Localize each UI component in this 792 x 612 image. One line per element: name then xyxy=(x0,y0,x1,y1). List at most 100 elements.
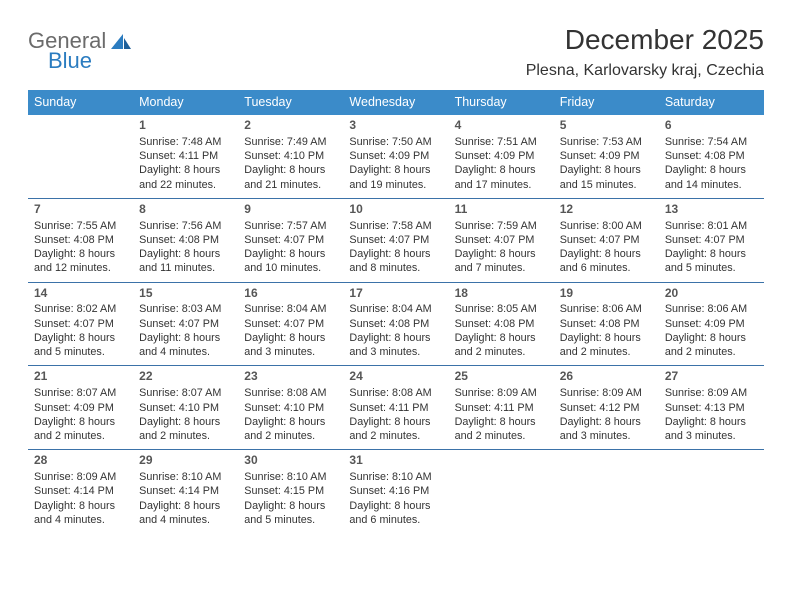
calendar-day-cell: 8Sunrise: 7:56 AMSunset: 4:08 PMDaylight… xyxy=(133,199,238,282)
weekday-label: Friday xyxy=(554,90,659,115)
calendar-week-row: 7Sunrise: 7:55 AMSunset: 4:08 PMDaylight… xyxy=(28,198,764,282)
sunset-text: Sunset: 4:10 PM xyxy=(244,401,337,415)
daylight-text: Daylight: 8 hours and 15 minutes. xyxy=(560,163,653,192)
daylight-text: Daylight: 8 hours and 3 minutes. xyxy=(349,331,442,360)
day-number: 31 xyxy=(349,453,442,469)
sunrise-text: Sunrise: 8:07 AM xyxy=(34,386,127,400)
sunrise-text: Sunrise: 7:59 AM xyxy=(455,219,548,233)
brand-word-2: Blue xyxy=(48,50,106,72)
sunrise-text: Sunrise: 7:56 AM xyxy=(139,219,232,233)
sunset-text: Sunset: 4:13 PM xyxy=(665,401,758,415)
calendar-day-cell: 26Sunrise: 8:09 AMSunset: 4:12 PMDayligh… xyxy=(554,366,659,449)
day-number: 13 xyxy=(665,202,758,218)
calendar-day-cell: 18Sunrise: 8:05 AMSunset: 4:08 PMDayligh… xyxy=(449,283,554,366)
daylight-text: Daylight: 8 hours and 3 minutes. xyxy=(244,331,337,360)
sunrise-text: Sunrise: 8:01 AM xyxy=(665,219,758,233)
sunset-text: Sunset: 4:16 PM xyxy=(349,484,442,498)
sunset-text: Sunset: 4:08 PM xyxy=(560,317,653,331)
calendar-day-cell: 30Sunrise: 8:10 AMSunset: 4:15 PMDayligh… xyxy=(238,450,343,533)
day-number: 26 xyxy=(560,369,653,385)
calendar-day-cell: 29Sunrise: 8:10 AMSunset: 4:14 PMDayligh… xyxy=(133,450,238,533)
day-number: 16 xyxy=(244,286,337,302)
sunrise-text: Sunrise: 8:08 AM xyxy=(349,386,442,400)
daylight-text: Daylight: 8 hours and 5 minutes. xyxy=(665,247,758,276)
sunset-text: Sunset: 4:08 PM xyxy=(34,233,127,247)
daylight-text: Daylight: 8 hours and 14 minutes. xyxy=(665,163,758,192)
daylight-text: Daylight: 8 hours and 2 minutes. xyxy=(455,415,548,444)
daylight-text: Daylight: 8 hours and 4 minutes. xyxy=(139,499,232,528)
calendar-day-cell xyxy=(554,450,659,533)
weekday-header: Sunday Monday Tuesday Wednesday Thursday… xyxy=(28,90,764,115)
calendar-day-cell xyxy=(449,450,554,533)
sunset-text: Sunset: 4:08 PM xyxy=(139,233,232,247)
daylight-text: Daylight: 8 hours and 2 minutes. xyxy=(244,415,337,444)
sunrise-text: Sunrise: 8:07 AM xyxy=(139,386,232,400)
calendar-week-row: 1Sunrise: 7:48 AMSunset: 4:11 PMDaylight… xyxy=(28,115,764,198)
daylight-text: Daylight: 8 hours and 2 minutes. xyxy=(34,415,127,444)
sunset-text: Sunset: 4:12 PM xyxy=(560,401,653,415)
day-number: 7 xyxy=(34,202,127,218)
day-number: 17 xyxy=(349,286,442,302)
day-number: 22 xyxy=(139,369,232,385)
calendar-day-cell: 31Sunrise: 8:10 AMSunset: 4:16 PMDayligh… xyxy=(343,450,448,533)
day-number: 9 xyxy=(244,202,337,218)
sunset-text: Sunset: 4:10 PM xyxy=(244,149,337,163)
day-number: 28 xyxy=(34,453,127,469)
daylight-text: Daylight: 8 hours and 4 minutes. xyxy=(139,331,232,360)
weekday-label: Monday xyxy=(133,90,238,115)
calendar-week-row: 14Sunrise: 8:02 AMSunset: 4:07 PMDayligh… xyxy=(28,282,764,366)
calendar-day-cell: 1Sunrise: 7:48 AMSunset: 4:11 PMDaylight… xyxy=(133,115,238,198)
sunset-text: Sunset: 4:08 PM xyxy=(349,317,442,331)
calendar-day-cell: 7Sunrise: 7:55 AMSunset: 4:08 PMDaylight… xyxy=(28,199,133,282)
sunrise-text: Sunrise: 8:09 AM xyxy=(455,386,548,400)
daylight-text: Daylight: 8 hours and 5 minutes. xyxy=(244,499,337,528)
sunset-text: Sunset: 4:07 PM xyxy=(139,317,232,331)
sunset-text: Sunset: 4:15 PM xyxy=(244,484,337,498)
daylight-text: Daylight: 8 hours and 6 minutes. xyxy=(349,499,442,528)
calendar-day-cell: 27Sunrise: 8:09 AMSunset: 4:13 PMDayligh… xyxy=(659,366,764,449)
calendar-day-cell: 23Sunrise: 8:08 AMSunset: 4:10 PMDayligh… xyxy=(238,366,343,449)
sunset-text: Sunset: 4:07 PM xyxy=(34,317,127,331)
calendar-day-cell: 24Sunrise: 8:08 AMSunset: 4:11 PMDayligh… xyxy=(343,366,448,449)
day-number: 19 xyxy=(560,286,653,302)
day-number: 14 xyxy=(34,286,127,302)
calendar-day-cell: 6Sunrise: 7:54 AMSunset: 4:08 PMDaylight… xyxy=(659,115,764,198)
calendar-grid: Sunday Monday Tuesday Wednesday Thursday… xyxy=(28,90,764,533)
sunset-text: Sunset: 4:07 PM xyxy=(455,233,548,247)
weekday-label: Saturday xyxy=(659,90,764,115)
day-number: 4 xyxy=(455,118,548,134)
day-number: 21 xyxy=(34,369,127,385)
weekday-label: Thursday xyxy=(449,90,554,115)
sunrise-text: Sunrise: 7:54 AM xyxy=(665,135,758,149)
day-number: 8 xyxy=(139,202,232,218)
day-number: 12 xyxy=(560,202,653,218)
sunrise-text: Sunrise: 7:50 AM xyxy=(349,135,442,149)
daylight-text: Daylight: 8 hours and 3 minutes. xyxy=(665,415,758,444)
sunrise-text: Sunrise: 8:02 AM xyxy=(34,302,127,316)
sunrise-text: Sunrise: 8:04 AM xyxy=(349,302,442,316)
calendar-day-cell: 20Sunrise: 8:06 AMSunset: 4:09 PMDayligh… xyxy=(659,283,764,366)
day-number: 10 xyxy=(349,202,442,218)
sunset-text: Sunset: 4:14 PM xyxy=(139,484,232,498)
weeks-container: 1Sunrise: 7:48 AMSunset: 4:11 PMDaylight… xyxy=(28,115,764,533)
calendar-day-cell: 11Sunrise: 7:59 AMSunset: 4:07 PMDayligh… xyxy=(449,199,554,282)
daylight-text: Daylight: 8 hours and 2 minutes. xyxy=(349,415,442,444)
day-number: 3 xyxy=(349,118,442,134)
sunset-text: Sunset: 4:08 PM xyxy=(665,149,758,163)
sunrise-text: Sunrise: 8:09 AM xyxy=(34,470,127,484)
day-number: 24 xyxy=(349,369,442,385)
sunrise-text: Sunrise: 8:10 AM xyxy=(139,470,232,484)
calendar-day-cell: 13Sunrise: 8:01 AMSunset: 4:07 PMDayligh… xyxy=(659,199,764,282)
daylight-text: Daylight: 8 hours and 21 minutes. xyxy=(244,163,337,192)
daylight-text: Daylight: 8 hours and 10 minutes. xyxy=(244,247,337,276)
sunset-text: Sunset: 4:09 PM xyxy=(349,149,442,163)
sunrise-text: Sunrise: 8:10 AM xyxy=(244,470,337,484)
sunset-text: Sunset: 4:11 PM xyxy=(139,149,232,163)
sunset-text: Sunset: 4:08 PM xyxy=(455,317,548,331)
day-number: 1 xyxy=(139,118,232,134)
calendar-day-cell: 28Sunrise: 8:09 AMSunset: 4:14 PMDayligh… xyxy=(28,450,133,533)
daylight-text: Daylight: 8 hours and 17 minutes. xyxy=(455,163,548,192)
daylight-text: Daylight: 8 hours and 6 minutes. xyxy=(560,247,653,276)
month-title: December 2025 xyxy=(526,24,764,56)
sunrise-text: Sunrise: 7:57 AM xyxy=(244,219,337,233)
